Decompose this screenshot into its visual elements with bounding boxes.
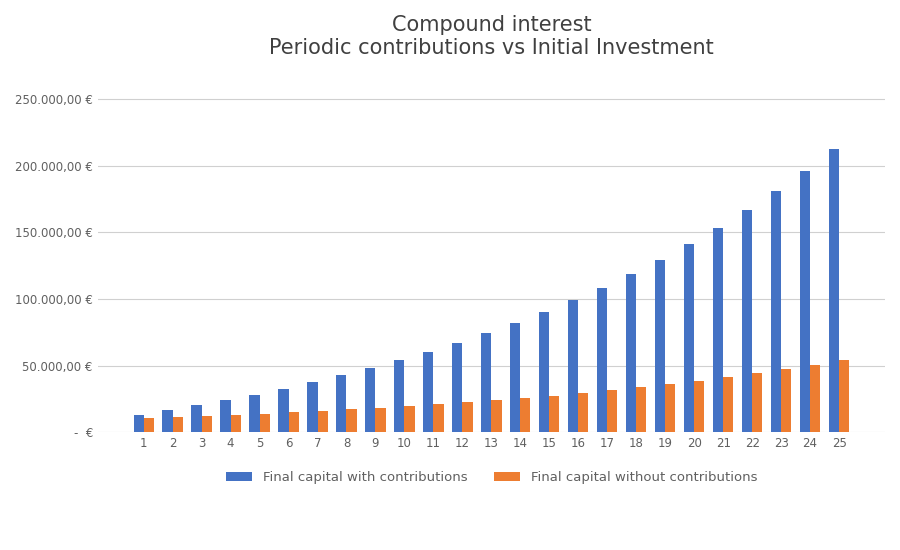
Bar (491, 400, 501, 432)
Bar (839, 360, 850, 432)
Bar (365, 368, 375, 432)
Bar (713, 228, 724, 432)
Bar (192, 405, 202, 432)
Bar (308, 382, 318, 432)
Bar (249, 394, 259, 432)
Bar (220, 400, 230, 432)
Bar (163, 410, 173, 432)
Bar (684, 244, 694, 432)
Bar (810, 365, 820, 432)
Bar (665, 384, 675, 432)
Bar (289, 412, 299, 432)
Bar (781, 369, 791, 432)
Bar (259, 414, 270, 432)
Bar (626, 274, 636, 432)
Bar (568, 300, 579, 432)
Bar (278, 388, 289, 432)
Legend: Final capital with contributions, Final capital without contributions: Final capital with contributions, Final … (220, 466, 762, 490)
Bar (800, 171, 810, 432)
Bar (520, 398, 530, 432)
Bar (482, 333, 491, 432)
Bar (404, 406, 415, 432)
Bar (423, 352, 434, 432)
Bar (144, 418, 154, 432)
Bar (539, 312, 549, 432)
Bar (346, 409, 356, 432)
Bar (337, 375, 347, 432)
Bar (173, 417, 183, 432)
Bar (829, 149, 839, 432)
Bar (230, 415, 240, 432)
Bar (724, 377, 733, 432)
Bar (771, 191, 781, 432)
Bar (742, 210, 752, 432)
Bar (375, 408, 385, 432)
Bar (597, 288, 608, 432)
Bar (453, 343, 463, 432)
Bar (752, 373, 762, 432)
Bar (463, 403, 473, 432)
Bar (202, 416, 211, 432)
Bar (510, 323, 520, 432)
Bar (549, 395, 560, 432)
Bar (608, 390, 617, 432)
Bar (318, 411, 328, 432)
Bar (394, 360, 404, 432)
Bar (434, 404, 444, 432)
Bar (694, 381, 705, 432)
Bar (133, 415, 144, 432)
Bar (636, 387, 646, 432)
Bar (655, 260, 665, 432)
Title: Compound interest
Periodic contributions vs Initial Investment: Compound interest Periodic contributions… (269, 15, 714, 58)
Bar (579, 393, 589, 432)
